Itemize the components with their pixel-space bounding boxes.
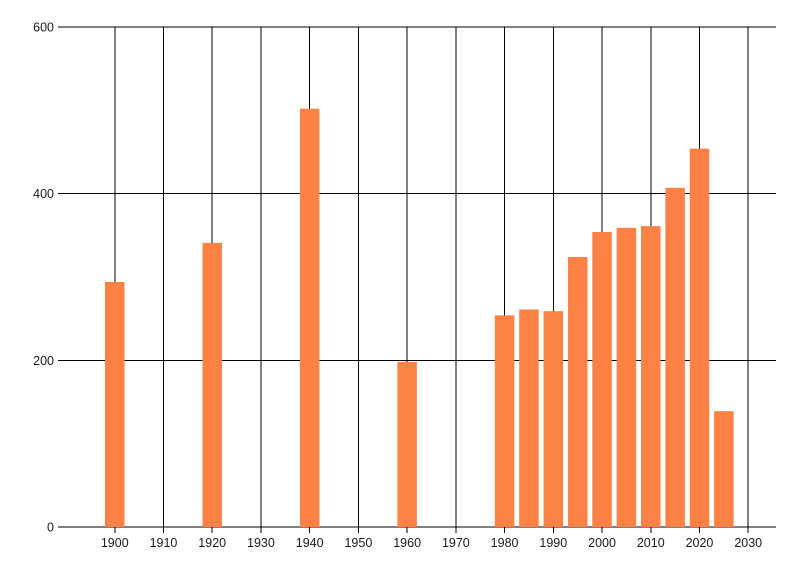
x-tick-label-1900: 1900 — [101, 536, 129, 550]
bar-2010 — [641, 226, 661, 527]
x-tick-label-1980: 1980 — [491, 536, 519, 550]
bar-2005 — [616, 227, 637, 528]
bar-2015 — [665, 187, 685, 528]
bar-1985 — [519, 309, 539, 527]
bar-1960 — [397, 362, 417, 527]
x-tick-label-1930: 1930 — [247, 536, 275, 550]
bar-1995 — [567, 257, 588, 527]
bar-1920 — [202, 242, 222, 528]
x-tick-label-1990: 1990 — [539, 536, 567, 550]
x-tick-label-2000: 2000 — [588, 536, 616, 550]
x-tick-label-1910: 1910 — [150, 536, 178, 550]
y-tick-label-0: 0 — [47, 521, 54, 535]
bar-2025 — [714, 411, 734, 527]
x-tick-label-2030: 2030 — [734, 536, 762, 550]
bar-2000 — [592, 232, 612, 527]
bar-1980 — [494, 315, 515, 527]
bar-1900 — [105, 282, 125, 527]
bar-1990 — [543, 311, 564, 527]
bar-1940 — [299, 108, 320, 528]
x-tick-label-2010: 2010 — [637, 536, 665, 550]
y-tick-label-200: 200 — [33, 354, 54, 368]
x-tick-label-1960: 1960 — [393, 536, 421, 550]
y-tick-label-600: 600 — [33, 21, 54, 35]
bar-2020 — [689, 148, 710, 527]
x-tick-label-1950: 1950 — [344, 536, 372, 550]
x-tick-label-1940: 1940 — [296, 536, 324, 550]
x-tick-label-1920: 1920 — [198, 536, 226, 550]
x-tick-label-2020: 2020 — [686, 536, 714, 550]
x-tick-label-1970: 1970 — [442, 536, 470, 550]
y-tick-label-400: 400 — [33, 187, 54, 201]
